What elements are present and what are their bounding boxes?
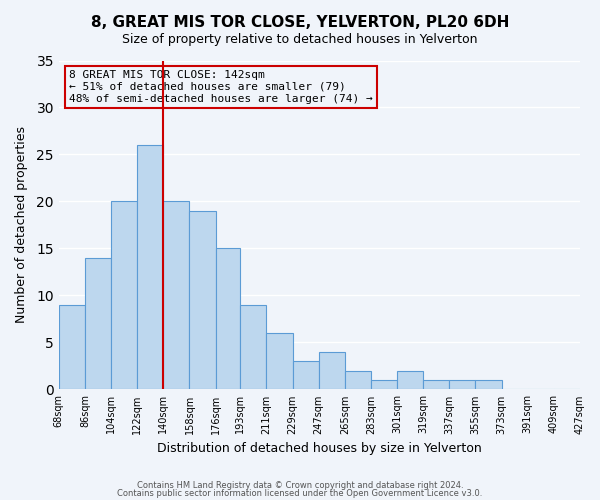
Text: Contains HM Land Registry data © Crown copyright and database right 2024.: Contains HM Land Registry data © Crown c…	[137, 481, 463, 490]
Text: 8 GREAT MIS TOR CLOSE: 142sqm
← 51% of detached houses are smaller (79)
48% of s: 8 GREAT MIS TOR CLOSE: 142sqm ← 51% of d…	[69, 70, 373, 104]
Bar	[397, 370, 423, 390]
Bar	[190, 211, 215, 390]
Bar	[475, 380, 502, 390]
Bar	[293, 361, 319, 390]
Text: Contains public sector information licensed under the Open Government Licence v3: Contains public sector information licen…	[118, 488, 482, 498]
Bar	[240, 305, 266, 390]
Bar	[371, 380, 397, 390]
Bar	[215, 248, 240, 390]
Y-axis label: Number of detached properties: Number of detached properties	[15, 126, 28, 324]
Bar	[449, 380, 475, 390]
Bar	[345, 370, 371, 390]
Bar	[85, 258, 111, 390]
X-axis label: Distribution of detached houses by size in Yelverton: Distribution of detached houses by size …	[157, 442, 482, 455]
Bar	[319, 352, 345, 390]
Bar	[137, 145, 163, 390]
Text: Size of property relative to detached houses in Yelverton: Size of property relative to detached ho…	[122, 32, 478, 46]
Bar	[59, 305, 85, 390]
Text: 8, GREAT MIS TOR CLOSE, YELVERTON, PL20 6DH: 8, GREAT MIS TOR CLOSE, YELVERTON, PL20 …	[91, 15, 509, 30]
Bar	[163, 202, 190, 390]
Bar	[266, 333, 293, 390]
Bar	[423, 380, 449, 390]
Bar	[111, 202, 137, 390]
